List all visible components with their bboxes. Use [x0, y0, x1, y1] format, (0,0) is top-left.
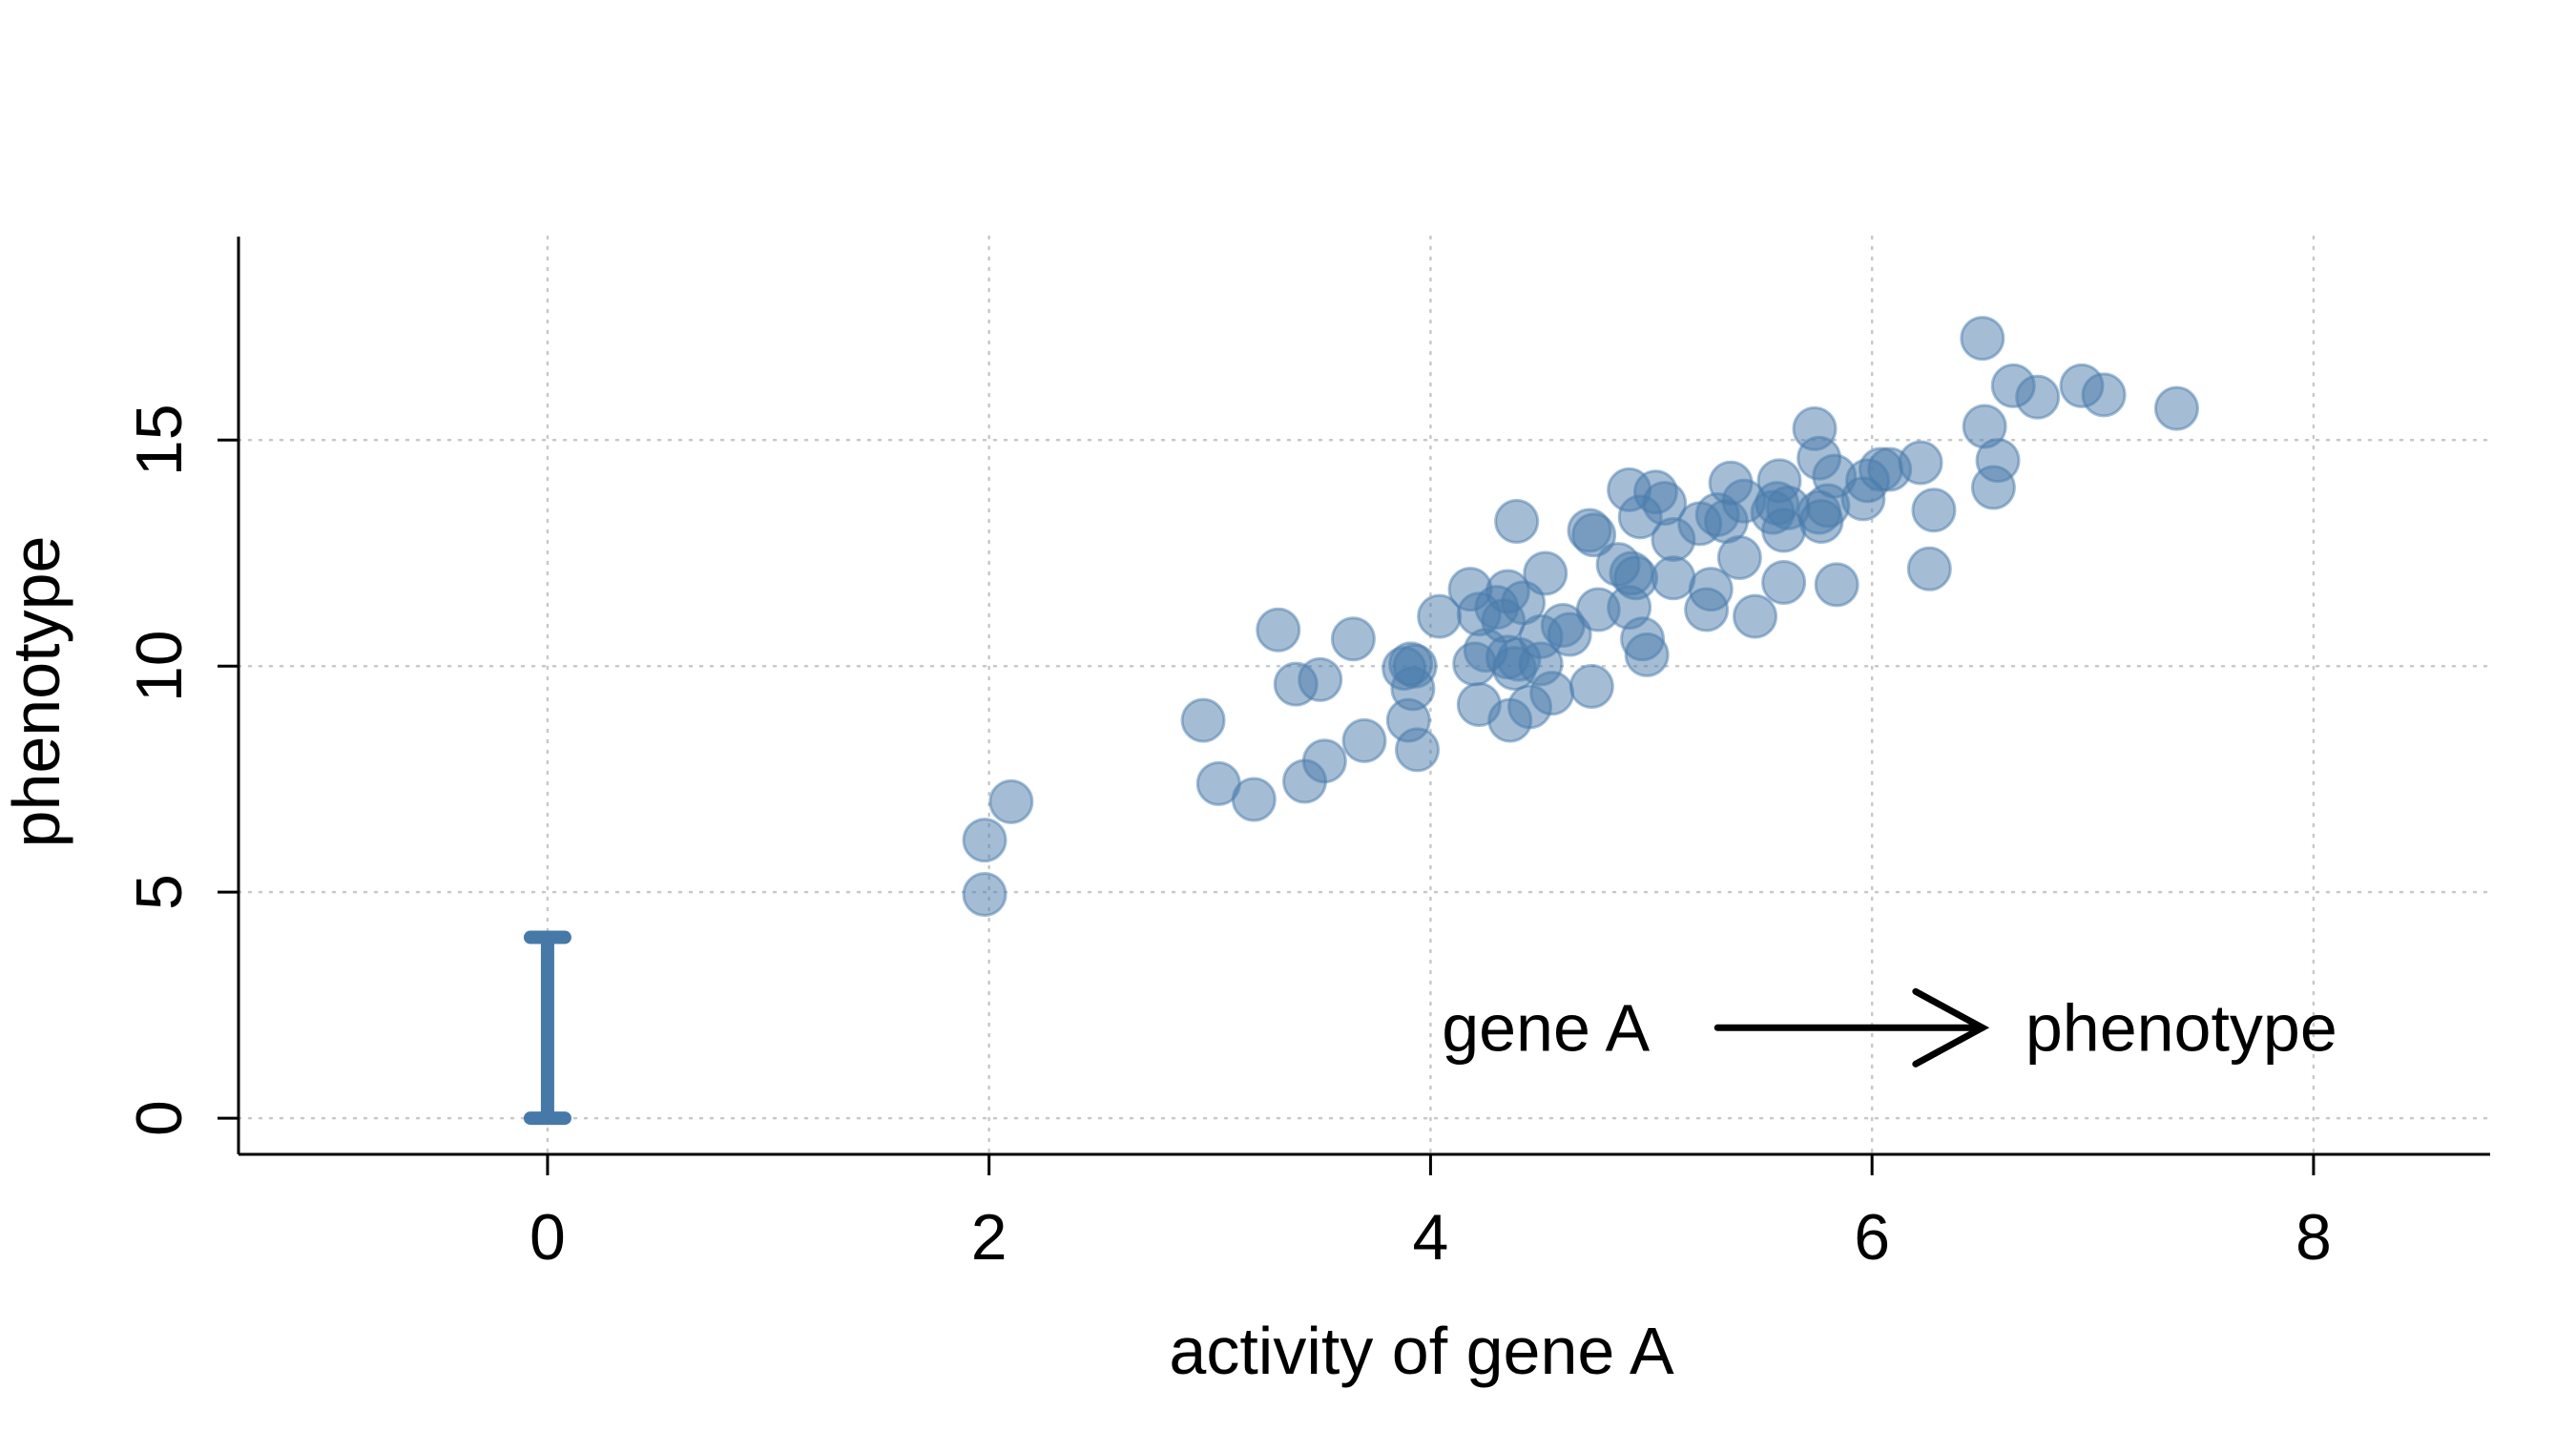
data-point	[2081, 372, 2127, 418]
x-tick-label: 8	[2296, 1201, 2332, 1274]
axes-layer: 0 2 4 6 8 0 5 10 15	[123, 237, 2490, 1274]
data-point	[1301, 738, 1347, 784]
data-point	[1529, 671, 1575, 716]
data-point	[1330, 616, 1376, 662]
data-point	[962, 818, 1008, 863]
data-point	[1256, 607, 1301, 653]
data-point	[1911, 487, 1957, 533]
data-point	[1571, 512, 1617, 558]
y-tick-label: 0	[123, 1100, 196, 1136]
x-tick-label: 6	[1854, 1201, 1890, 1274]
arrow-right-icon	[1714, 987, 1990, 1068]
data-point	[1395, 727, 1441, 773]
data-point	[1547, 612, 1592, 657]
x-axis-title: activity of gene A	[1169, 1314, 1674, 1388]
data-point	[962, 872, 1008, 918]
annotation-layer: gene A phenotype	[1442, 987, 2337, 1068]
x-tick-label: 2	[971, 1201, 1008, 1274]
y-tick-label: 15	[123, 404, 196, 476]
data-point	[1613, 555, 1659, 601]
y-tick-label: 5	[123, 874, 196, 910]
arrow-head	[1912, 987, 1990, 1068]
data-point	[1733, 593, 1778, 639]
data-point	[1231, 777, 1277, 822]
data-point	[1688, 567, 1734, 612]
data-point	[1341, 717, 1387, 763]
data-point	[1651, 555, 1696, 601]
data-point	[1523, 550, 1568, 596]
data-point	[1906, 546, 1952, 591]
data-point	[1392, 643, 1438, 689]
data-point	[1298, 656, 1343, 702]
data-point	[2153, 385, 2199, 431]
points-layer	[962, 316, 2199, 918]
x-tick-label: 4	[1412, 1201, 1448, 1274]
data-point	[1568, 664, 1614, 710]
data-point	[1761, 560, 1807, 606]
annotation-phenotype-label: phenotype	[2025, 990, 2337, 1065]
data-point	[1814, 562, 1859, 608]
data-point	[1494, 499, 1540, 545]
data-point	[2015, 374, 2061, 420]
y-axis-title: phenotype	[0, 536, 73, 848]
data-point	[988, 778, 1034, 824]
x-tick-label: 0	[530, 1201, 566, 1274]
annotation-gene-a-label: gene A	[1442, 990, 1650, 1065]
data-point	[1960, 316, 2005, 362]
grid-layer	[237, 235, 2492, 1156]
data-point	[1716, 534, 1762, 580]
data-point	[1624, 632, 1670, 677]
data-point	[1898, 440, 1943, 486]
data-point	[1180, 697, 1226, 743]
interval-layer	[523, 930, 571, 1126]
y-tick-label: 10	[123, 630, 196, 702]
data-point	[1975, 438, 2021, 484]
